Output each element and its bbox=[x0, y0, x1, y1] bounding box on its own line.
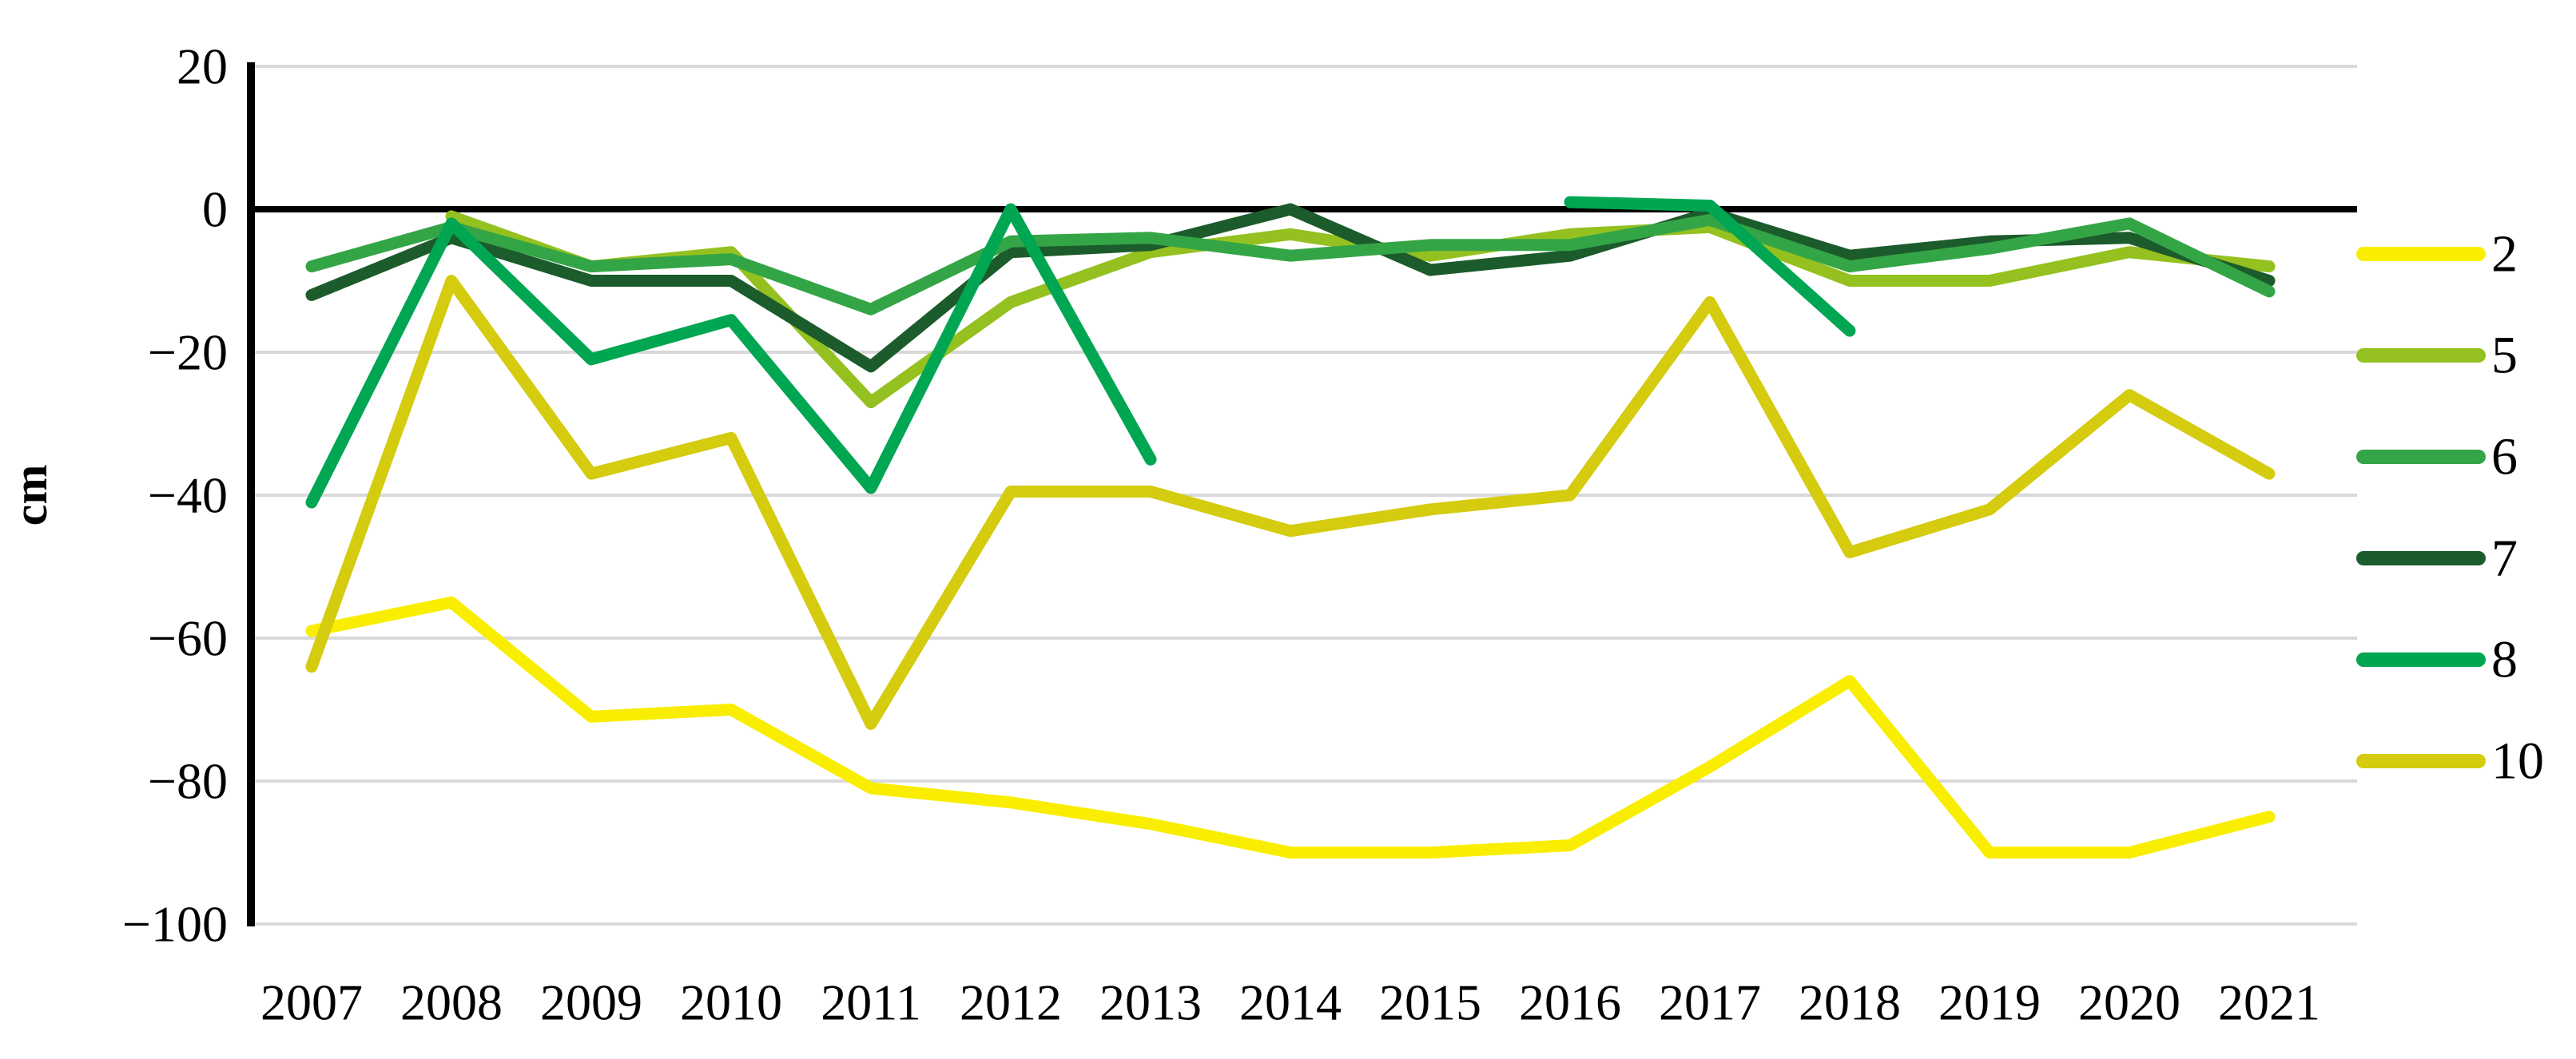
y-tick-label--20: −20 bbox=[148, 324, 228, 381]
legend: 2 5 6 7 8 10 bbox=[2356, 225, 2544, 791]
legend-item-8: 8 bbox=[2356, 631, 2518, 689]
series-line-7 bbox=[305, 203, 2276, 373]
y-tick-label-20: 20 bbox=[177, 38, 228, 95]
y-tick-label--40: −40 bbox=[148, 467, 228, 524]
legend-item-5: 5 bbox=[2356, 327, 2518, 385]
y-tick-labels: 20 0 −20 −40 −60 −80 −100 bbox=[122, 38, 228, 953]
x-tick-label-2019: 2019 bbox=[1938, 974, 2041, 1031]
x-tick-label-2013: 2013 bbox=[1099, 974, 1202, 1031]
x-tick-label-2021: 2021 bbox=[2218, 974, 2320, 1031]
x-tick-label-2020: 2020 bbox=[2078, 974, 2180, 1031]
series-line-6 bbox=[305, 213, 2276, 315]
x-tick-label-2012: 2012 bbox=[960, 974, 1062, 1031]
series-line-10 bbox=[305, 275, 2276, 730]
x-tick-label-2007: 2007 bbox=[260, 974, 363, 1031]
legend-label-10: 10 bbox=[2491, 732, 2544, 791]
x-tick-label-2016: 2016 bbox=[1519, 974, 1621, 1031]
y-tick-label--60: −60 bbox=[148, 610, 228, 667]
legend-label-7: 7 bbox=[2491, 530, 2518, 588]
legend-item-10: 10 bbox=[2356, 732, 2544, 791]
series-lines bbox=[305, 196, 2276, 859]
legend-label-8: 8 bbox=[2491, 631, 2518, 689]
legend-label-2: 2 bbox=[2491, 225, 2518, 284]
legend-item-2: 2 bbox=[2356, 225, 2518, 284]
x-tick-label-2008: 2008 bbox=[400, 974, 503, 1031]
y-axis-title: cm bbox=[4, 465, 57, 526]
series-line-8 bbox=[305, 196, 1856, 509]
series-line-2 bbox=[305, 596, 2276, 859]
x-tick-label-2015: 2015 bbox=[1379, 974, 1481, 1031]
x-tick-label-2011: 2011 bbox=[821, 974, 921, 1031]
y-tick-label--80: −80 bbox=[148, 753, 228, 810]
legend-label-5: 5 bbox=[2491, 327, 2518, 385]
y-tick-label--100: −100 bbox=[122, 896, 228, 953]
x-tick-label-2009: 2009 bbox=[540, 974, 642, 1031]
legend-label-6: 6 bbox=[2491, 428, 2518, 486]
x-tick-label-2010: 2010 bbox=[680, 974, 782, 1031]
legend-item-7: 7 bbox=[2356, 530, 2518, 588]
y-tick-label-0: 0 bbox=[202, 181, 228, 238]
x-tick-label-2018: 2018 bbox=[1799, 974, 1901, 1031]
legend-item-6: 6 bbox=[2356, 428, 2518, 486]
x-tick-labels: 2007 2008 2009 2010 2011 2012 2013 2014 2015 2016… bbox=[260, 974, 2320, 1031]
x-tick-label-2017: 2017 bbox=[1659, 974, 1761, 1031]
x-tick-label-2014: 2014 bbox=[1239, 974, 1342, 1031]
